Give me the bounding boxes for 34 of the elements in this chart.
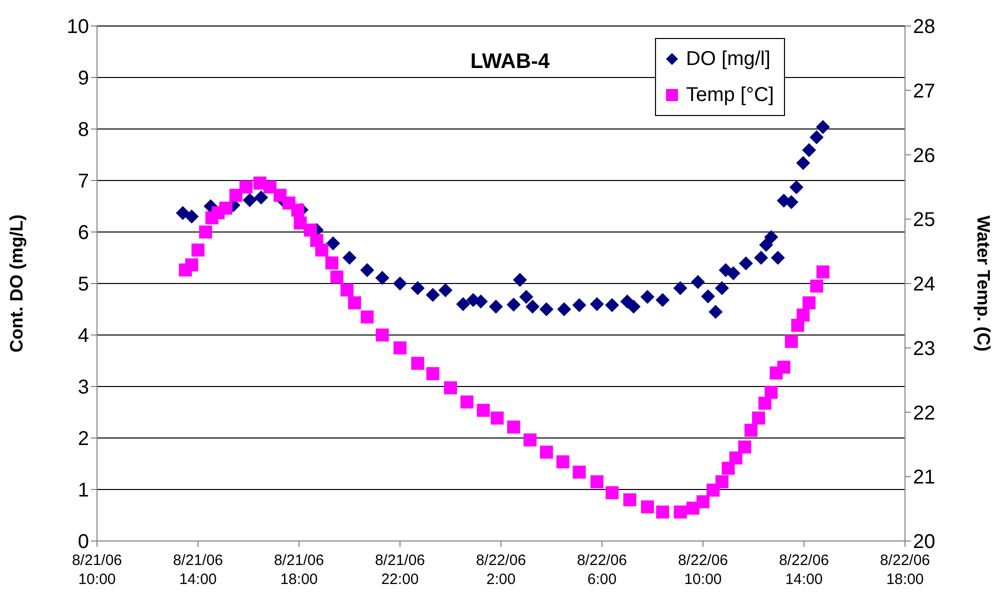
x-tick-label: 8/22/06 18:00 (880, 552, 930, 588)
y-tick-label: 4 (78, 325, 89, 348)
y-tick-label: 5 (78, 274, 89, 296)
y2-tick-label: 22 (913, 402, 936, 424)
x-tick-label: 8/22/06 10:00 (678, 552, 728, 588)
x-tick-label: 8/21/06 14:00 (172, 552, 224, 588)
y2-tick-label: 23 (913, 338, 936, 360)
text: LWAB-4 (470, 50, 550, 73)
y-tick-label: 10 (66, 16, 89, 38)
x-tick-label: 8/22/06 2:00 (476, 552, 526, 588)
y2-tick-label: 28 (913, 16, 936, 38)
x-tick-label: 8/22/06 14:00 (778, 552, 830, 588)
legend-label: DO [mg/l] (686, 47, 770, 72)
y-tick-label: 1 (78, 480, 89, 502)
y-tick-label: 8 (78, 119, 89, 142)
y-tick-label: 9 (78, 68, 89, 90)
y2-tick-label: 27 (913, 80, 936, 102)
y-tick-label: 3 (78, 376, 89, 399)
x-tick-label: 8/22/06 6:00 (576, 552, 628, 588)
y2-tick-label: 25 (913, 209, 936, 232)
x-tick-label: 8/21/06 10:00 (72, 552, 122, 588)
y-tick-label: 2 (78, 428, 89, 450)
y-tick-label: 6 (78, 222, 89, 244)
legend-label: Temp [°C] (686, 83, 774, 108)
y2-tick-label: 21 (913, 466, 936, 489)
y-axis-title: Cont. DO (mg/L) (6, 214, 26, 352)
y2-tick-label: 26 (913, 144, 936, 167)
y2-axis-title: Water Temp. (C) (974, 215, 994, 352)
y2-tick-label: 20 (913, 531, 936, 554)
x-tick-label: 8/21/06 22:00 (374, 552, 426, 588)
y2-tick-label: 24 (913, 274, 936, 296)
y-tick-label: 7 (78, 170, 89, 193)
y-tick-label: 0 (78, 531, 89, 554)
x-tick-label: 8/21/06 18:00 (274, 552, 324, 588)
